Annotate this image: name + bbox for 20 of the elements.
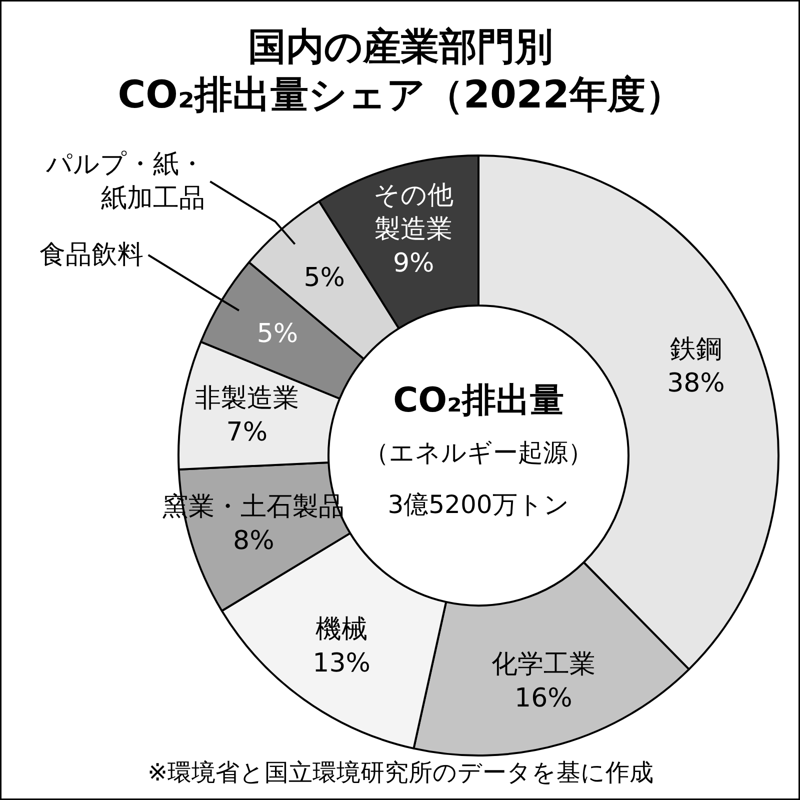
text: CO₂排出量 — [393, 380, 564, 420]
slice-label: パルプ・紙・紙加工品 — [45, 150, 206, 214]
text: ※環境省と国立環境研究所のデータを基に作成 — [147, 758, 654, 786]
chart-title: 国内の産業部門別 CO₂排出量シェア（2022年度） — [118, 24, 684, 116]
data-label: 38% — [667, 368, 725, 398]
slice-label: 非製造業 — [194, 383, 299, 414]
slice-label: その他製造業 — [374, 180, 454, 245]
data-label: 5% — [256, 318, 298, 349]
data-label: 8% — [233, 526, 274, 556]
data-label: 13% — [312, 648, 370, 678]
data-label: 16% — [514, 683, 572, 714]
slice-label: 鉄鋼 — [670, 334, 722, 364]
text: 3億5200万トン — [388, 490, 570, 519]
slice-label: 機械 — [316, 614, 368, 644]
slice-label: 化学工業 — [491, 649, 596, 680]
slice-label: 食品飲料 — [39, 240, 144, 270]
data-label: 7% — [226, 417, 268, 448]
data-label: 9% — [392, 248, 434, 279]
text: （エネルギー起源） — [364, 438, 593, 467]
data-label: 5% — [304, 263, 345, 294]
